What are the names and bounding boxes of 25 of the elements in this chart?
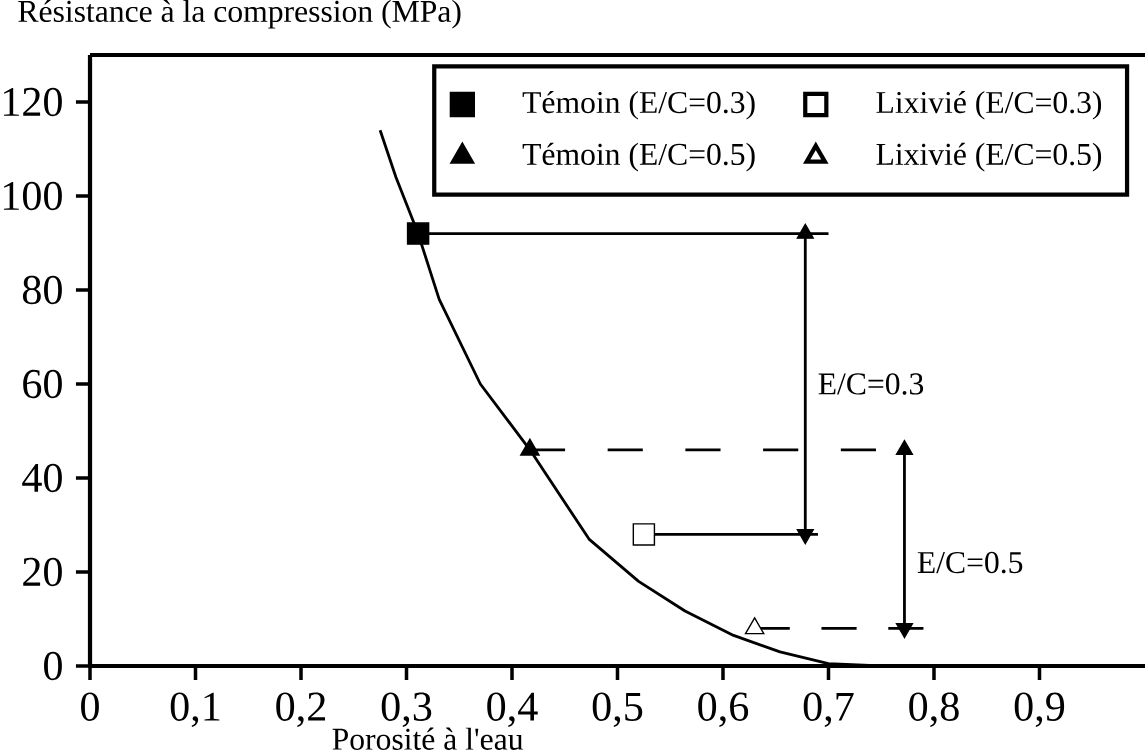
y-tick-label: 20 <box>23 557 62 587</box>
annotation: E/C=0.3 <box>818 373 924 395</box>
legend-label: Lixivié (E/C=0.3) <box>876 90 1102 120</box>
y-tick-label: 80 <box>22 275 62 305</box>
x-tick-label: 0,8 <box>909 692 959 728</box>
annotation: E/C=0.5 <box>917 551 1023 574</box>
y-tick-label: 100 <box>3 181 62 211</box>
y-tick-label: 40 <box>22 463 62 493</box>
x-tick-label: 0,1 <box>170 692 220 728</box>
x-tick-label: 0,3 <box>381 692 432 728</box>
y-tick-label: 120 <box>3 87 62 117</box>
x-tick-label: 0,9 <box>1014 692 1065 728</box>
y-tick-label: 0 <box>44 651 62 681</box>
x-axis-title: Porosité à l'eau <box>332 727 524 750</box>
x-tick-label: 0,7 <box>803 692 854 728</box>
y-tick-label: 60 <box>23 369 62 399</box>
legend-label: Témoin (E/C=0.5) <box>522 142 755 172</box>
legend-label: Lixivié (E/C=0.5) <box>876 142 1102 172</box>
x-tick-label: 0 <box>81 692 99 721</box>
x-tick-label: 0,5 <box>592 692 643 728</box>
legend-label: Témoin (E/C=0.3) <box>522 90 755 120</box>
y-axis-title: Résistance à la compression (MPa) <box>18 0 461 29</box>
x-tick-label: 0,6 <box>698 692 749 728</box>
x-tick-label: 0,2 <box>276 692 326 728</box>
x-tick-label: 0,4 <box>487 692 538 728</box>
